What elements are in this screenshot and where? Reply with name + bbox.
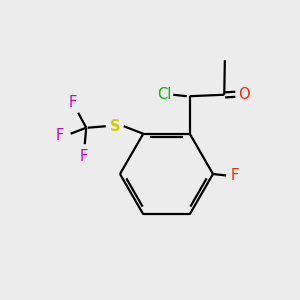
Text: F: F — [79, 149, 87, 164]
Text: F: F — [230, 168, 239, 183]
Text: Cl: Cl — [157, 87, 171, 102]
Text: F: F — [69, 95, 77, 110]
Text: S: S — [110, 119, 120, 134]
Text: O: O — [238, 87, 250, 102]
Text: F: F — [55, 128, 63, 143]
